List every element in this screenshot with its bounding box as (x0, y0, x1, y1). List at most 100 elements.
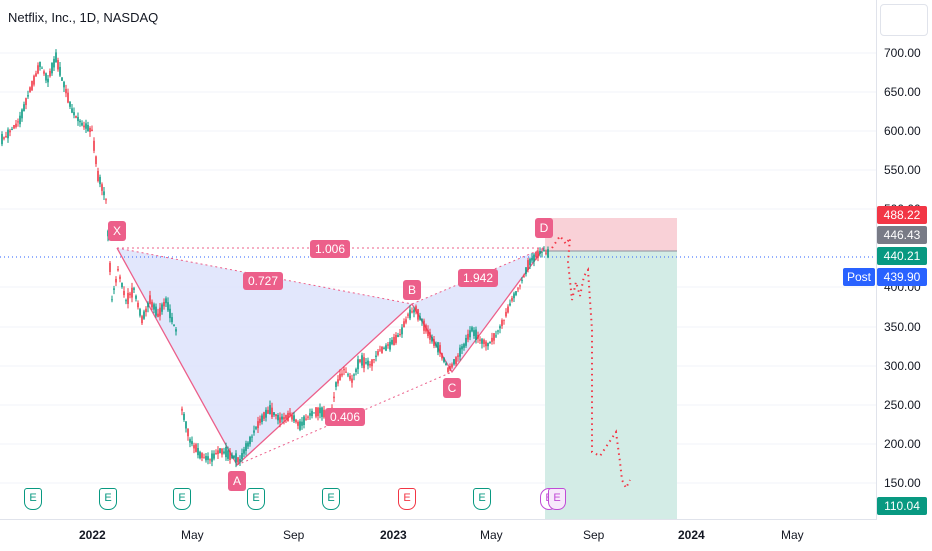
post-price-badge: 439.90 (877, 268, 927, 286)
candle-body (529, 258, 531, 266)
point-c-label[interactable]: C (443, 378, 461, 398)
candle-body (517, 288, 519, 290)
point-d-label[interactable]: D (535, 218, 553, 238)
candle-body (405, 319, 407, 323)
candle-body (221, 448, 223, 455)
ratio-ac-label[interactable]: 0.406 (325, 408, 366, 426)
candle-body (9, 130, 11, 133)
earnings-marker[interactable]: E (173, 488, 191, 510)
time-scale[interactable] (0, 519, 876, 551)
candle-body (421, 319, 423, 322)
candle-body (239, 459, 241, 462)
price-chart[interactable] (0, 0, 876, 519)
candle-body (355, 369, 357, 373)
candle-body (69, 101, 71, 107)
candle-body (195, 444, 197, 452)
candle-body (117, 268, 119, 271)
candle-body (109, 262, 111, 272)
earnings-marker[interactable]: E (548, 488, 566, 510)
point-x-label[interactable]: X (108, 221, 126, 241)
ratio-xb-label[interactable]: 0.727 (243, 272, 284, 290)
candle-body (23, 104, 25, 111)
candle-body (25, 98, 27, 106)
candle-body (11, 128, 13, 130)
candle-body (149, 295, 151, 304)
candle-body (59, 66, 61, 76)
candle-body (171, 317, 173, 323)
candle-body (277, 415, 279, 421)
candle-body (361, 355, 363, 366)
candle-body (481, 339, 483, 344)
candle-body (263, 412, 265, 419)
candle-body (157, 313, 159, 317)
price-tick: 150.00 (884, 476, 921, 490)
earnings-marker[interactable]: E (473, 488, 491, 510)
candle-body (413, 309, 415, 313)
candle-body (295, 419, 297, 423)
candle-body (275, 414, 277, 417)
candle-body (147, 302, 149, 308)
candle-body (205, 456, 207, 461)
candle-body (303, 416, 305, 425)
earnings-marker[interactable]: E (99, 488, 117, 510)
earnings-marker[interactable]: E (322, 488, 340, 510)
candle-body (505, 311, 507, 317)
price-tick: 250.00 (884, 398, 921, 412)
earnings-marker[interactable]: E (398, 488, 416, 510)
candle-body (199, 451, 201, 459)
candle-body (507, 306, 509, 313)
point-b-label[interactable]: B (403, 280, 421, 300)
candle-body (227, 450, 229, 459)
candle-body (487, 343, 489, 347)
candle-body (133, 288, 135, 290)
ratio-xd-label[interactable]: 1.006 (310, 240, 351, 258)
candle-body (283, 417, 285, 420)
price-tick: 600.00 (884, 124, 921, 138)
candle-body (235, 453, 237, 463)
candle-body (77, 116, 79, 122)
scale-settings-button[interactable] (880, 4, 928, 36)
candle-body (107, 230, 109, 237)
candle-body (245, 443, 247, 451)
candle-body (79, 120, 81, 123)
price-tick: 350.00 (884, 320, 921, 334)
time-tick: Sep (283, 528, 305, 542)
candle-body (259, 418, 261, 424)
point-a-label[interactable]: A (228, 471, 246, 491)
price-scale[interactable] (876, 0, 932, 520)
candle-body (165, 298, 167, 304)
candle-body (479, 339, 481, 341)
earnings-marker[interactable]: E (247, 488, 265, 510)
candle-body (57, 60, 59, 70)
ratio-bd-label[interactable]: 1.942 (458, 269, 499, 287)
candle-body (37, 65, 39, 74)
candle-body (379, 349, 381, 351)
candle-body (531, 257, 533, 261)
price-tick: 700.00 (884, 46, 921, 60)
candle-body (547, 249, 549, 258)
earnings-marker[interactable]: E (24, 488, 42, 510)
candle-body (215, 452, 217, 455)
candle-body (469, 330, 471, 338)
candle-body (319, 407, 321, 414)
candle-body (373, 359, 375, 361)
stop-price-badge: 488.22 (877, 206, 927, 224)
candle-body (5, 135, 7, 138)
candle-body (111, 299, 113, 301)
candle-body (285, 415, 287, 419)
candle-body (389, 341, 391, 350)
candle-body (369, 363, 371, 366)
candle-body (95, 156, 97, 165)
candle-body (233, 455, 235, 458)
candle-body (315, 407, 317, 417)
candle-body (181, 408, 183, 411)
candle-body (509, 303, 511, 306)
candle-body (383, 347, 385, 349)
candle-body (155, 306, 157, 316)
candle-body (357, 359, 359, 370)
candle-body (223, 451, 225, 454)
candle-body (437, 342, 439, 353)
candle-body (89, 127, 91, 133)
candle-body (471, 327, 473, 332)
